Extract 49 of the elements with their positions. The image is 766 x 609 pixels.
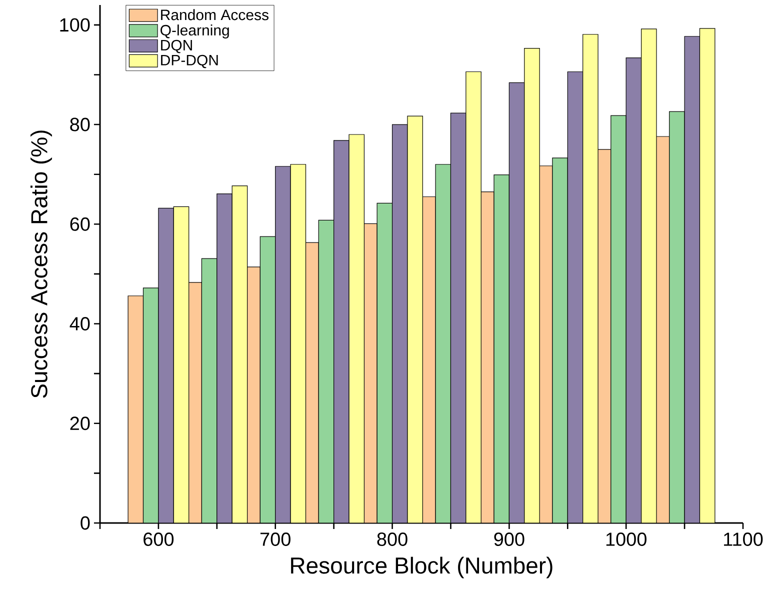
bar [494,174,510,523]
bar [216,193,232,523]
bar [407,116,423,523]
legend-label: Q-learning [160,24,229,39]
bar [567,71,584,523]
bar [142,288,159,523]
bar [173,206,190,523]
x-tick-label: 1000 [606,532,646,546]
y-tick-label: 40 [70,317,90,330]
x-tick-label: 700 [260,532,290,546]
y-tick-label: 60 [70,217,90,231]
bar [508,82,525,523]
bar [232,185,248,523]
x-tick-label: 900 [494,532,524,546]
bar [582,34,598,523]
bar [290,164,306,523]
bar [524,48,540,523]
legend-label: Random Access [161,9,268,20]
x-tick-label: 600 [144,532,174,546]
bar [640,28,657,523]
bar [684,36,700,523]
x-axis-title: Resource Block (Number) [291,556,552,578]
legend-label: DQN [161,40,192,54]
bar [201,258,218,523]
bar [260,236,276,523]
y-tick-label: 80 [70,118,90,132]
x-tick-label: 800 [377,532,408,546]
bar [334,140,350,523]
bar [128,296,144,523]
bar [610,115,626,523]
y-axis-title: Success Access Ratio (%) [30,130,52,398]
bar [376,202,393,523]
y-tick-label: 100 [60,18,90,32]
bar [626,57,642,523]
bar [318,220,334,523]
bar [552,158,568,523]
bar [348,134,365,523]
legend-label: DP-DQN [161,54,218,68]
bar [158,208,174,523]
bar [669,111,685,523]
y-tick-label: 20 [70,416,90,430]
bar [392,124,408,523]
x-tick-label: 1100 [724,532,763,546]
y-tick-label: 0 [80,516,90,530]
bar [699,28,716,523]
bar [466,71,482,523]
bar [435,164,452,523]
bar [275,166,291,523]
bar [450,112,466,523]
